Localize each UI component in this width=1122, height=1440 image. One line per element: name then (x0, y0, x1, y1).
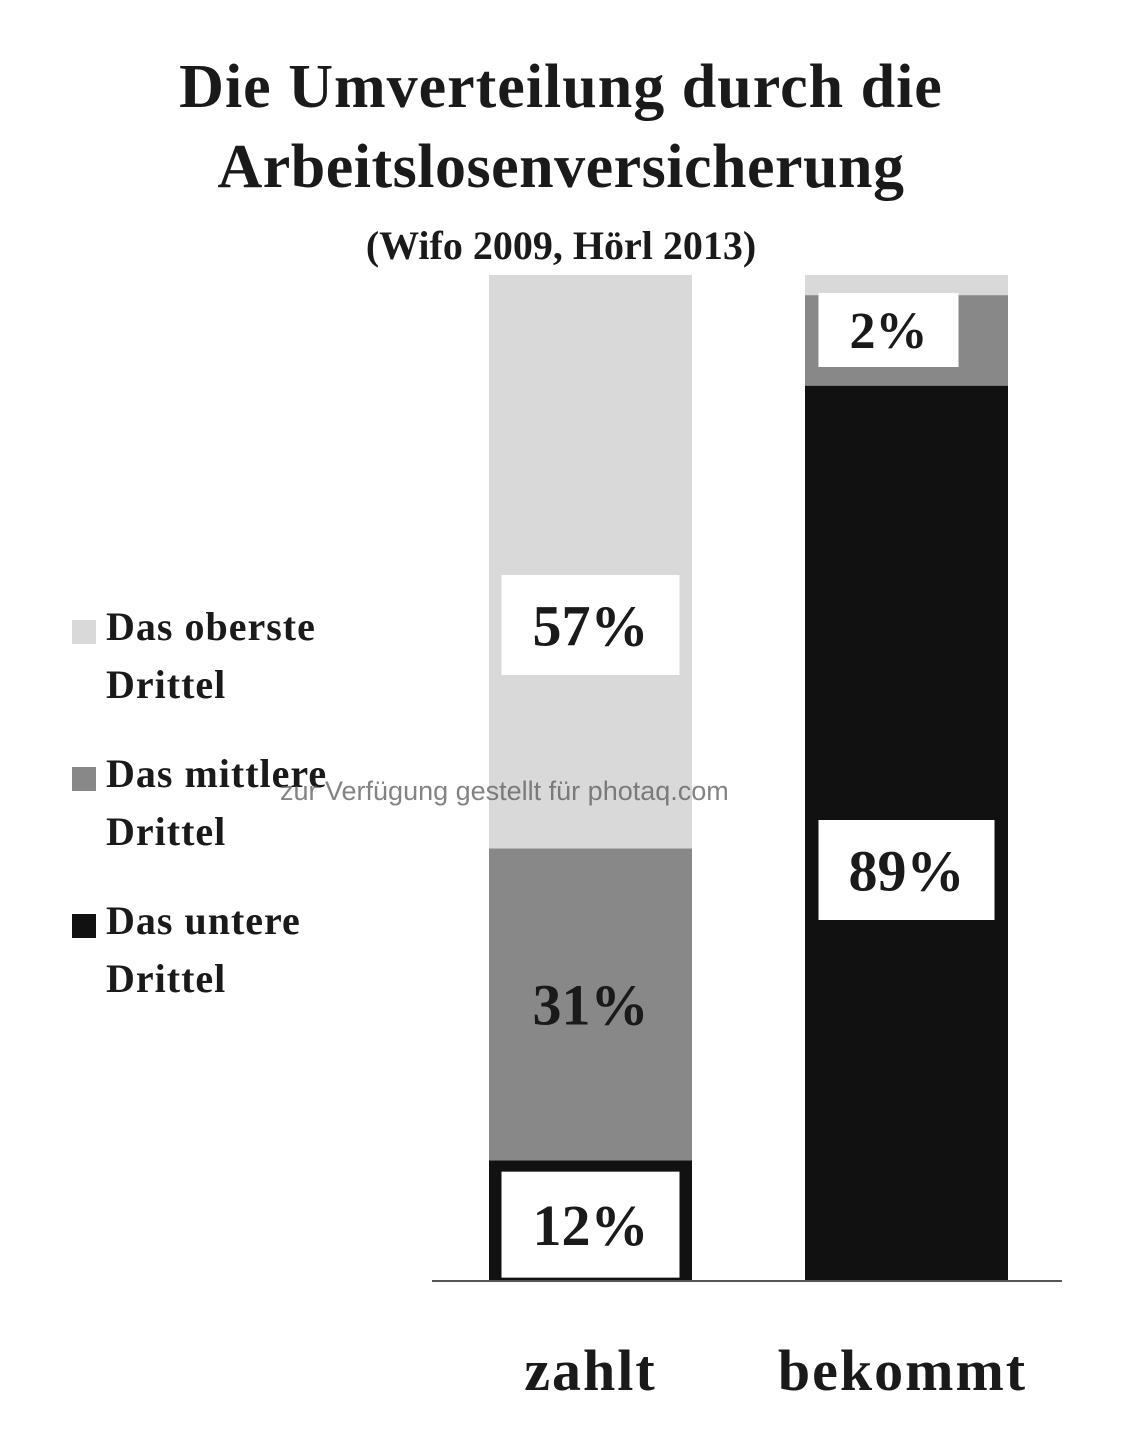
bar-zahlt-top-third (489, 275, 692, 849)
chart-title-line-1: Die Umverteilung durch die (179, 53, 943, 121)
chart-title-line-2: Arbeitslosenversicherung (217, 133, 905, 201)
legend-label-top-third: Das oberste Drittel (106, 604, 316, 707)
data-label-zahlt-top-third: 57% (533, 593, 649, 658)
legend-swatch-middle-third (72, 767, 96, 791)
bar-zahlt-middle-third (489, 848, 692, 1161)
data-label-box-bekommt-bottom-third (818, 820, 995, 920)
x-tick-label-zahlt: zahlt (524, 1338, 656, 1403)
watermark: zur Verfügung gestellt für photaq.com (280, 776, 729, 806)
data-label-zahlt-middle-third: 31% (533, 973, 649, 1038)
chart-source: (Wifo 2009, Hörl 2013) (365, 223, 757, 268)
data-label-bekommt-bottom-third: 89% (849, 838, 965, 903)
legend-swatch-bottom-third (72, 914, 96, 938)
data-label-zahlt-bottom-third: 12% (533, 1193, 649, 1258)
legend-label-bottom-third: Das untere Drittel (106, 898, 301, 1001)
data-label-box-zahlt-bottom-third (501, 1171, 680, 1278)
legend-label-middle-third: Das mittlere Drittel (106, 751, 328, 854)
data-label-box-zahlt-top-third (501, 575, 680, 675)
x-tick-label-bekommt: bekommt (778, 1338, 1027, 1403)
data-label-bekommt-top-third: 2% (850, 303, 928, 360)
data-label-box-bekommt-top-third (818, 293, 959, 367)
legend-swatch-top-third (72, 620, 96, 644)
bar-bekommt-top-third (805, 275, 1008, 296)
